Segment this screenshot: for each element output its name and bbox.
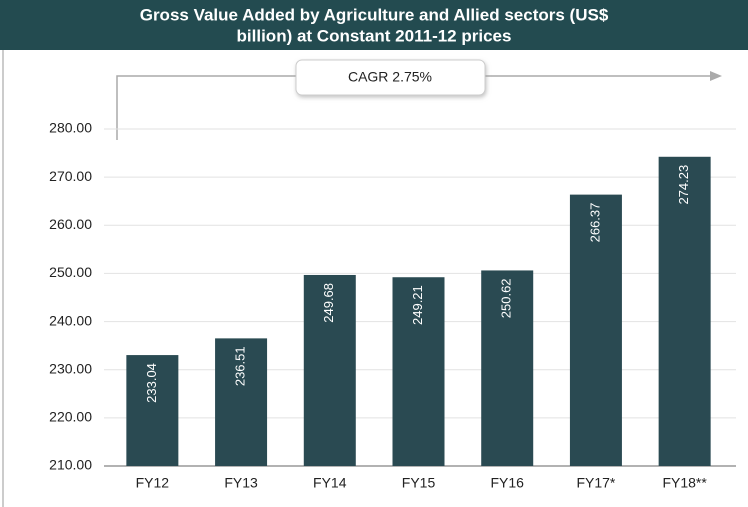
x-tick-label: FY16 [490,475,524,491]
annotation-box [295,59,486,96]
y-tick-label: 220.00 [49,409,92,425]
y-tick-label: 210.00 [49,457,92,473]
y-tick-label: 250.00 [49,264,92,280]
x-tick-label: FY18** [662,475,707,491]
annotation: CAGR 2.75% [348,69,432,85]
y-tick-label: 280.00 [49,120,92,136]
chart-title: billion) at Constant 2011-12 prices [237,26,512,45]
y-tick-label: 260.00 [49,216,92,232]
value-label: 249.68 [321,283,336,323]
value-label: 236.51 [233,346,248,386]
x-tick-label: FY17* [576,475,615,491]
bar [215,338,268,466]
title-band [0,0,748,50]
y-tick-label: 230.00 [49,360,92,376]
x-tick-label: FY13 [224,475,258,491]
bar [481,270,534,466]
bar [658,156,711,466]
y-tick-label: 240.00 [49,312,92,328]
x-tick-label: FY12 [136,475,170,491]
value-label: 233.04 [144,363,159,403]
chart-title: Gross Value Added by Agriculture and All… [140,5,609,24]
x-tick-label: FY15 [402,475,436,491]
arrow-head [710,71,722,81]
bar [303,274,356,466]
cagr-arrow [116,75,712,140]
value-label: 266.37 [587,203,602,243]
x-tick-label: FY14 [313,475,347,491]
value-label: 250.62 [499,278,514,318]
bar [569,194,622,466]
bar [126,355,179,466]
value-label: 249.21 [410,285,425,325]
value-label: 274.23 [676,165,691,205]
y-tick-label: 270.00 [49,168,92,184]
bar [392,277,445,466]
